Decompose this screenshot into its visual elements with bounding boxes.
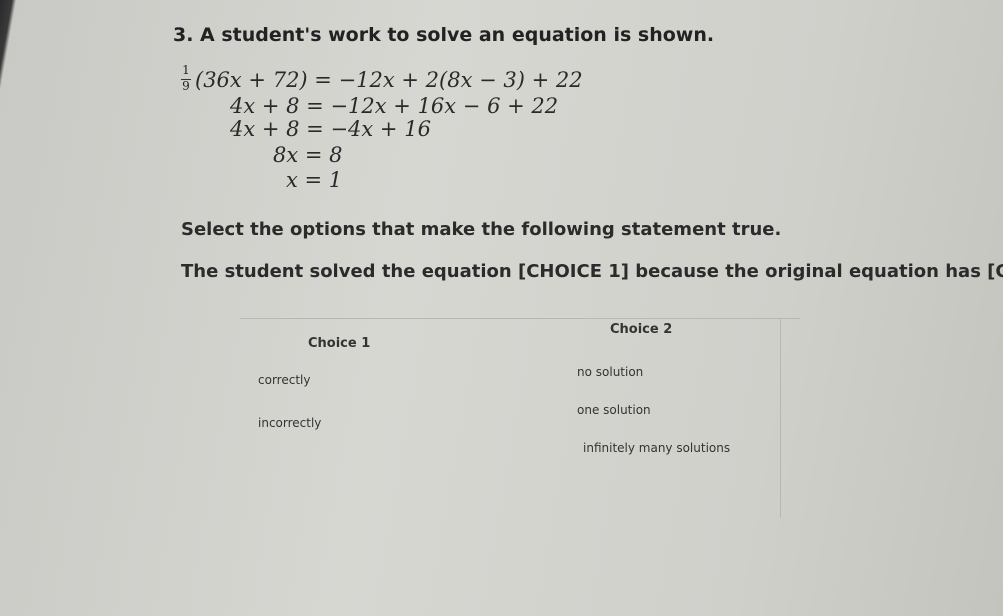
equation-line: 4x + 8 = −12x + 16x − 6 + 22	[230, 94, 559, 118]
fraction-numerator: 1	[182, 63, 190, 77]
question-title: 3. A student's work to solve an equation…	[173, 24, 715, 46]
equation-line: x = 1	[286, 168, 343, 192]
fraction-denominator: 9	[182, 79, 190, 93]
equation-line: 4x + 8 = −4x + 16	[230, 117, 431, 141]
choice-option[interactable]: infinitely many solutions	[583, 441, 731, 455]
choice-label: Choice 1	[308, 336, 371, 351]
choice-option[interactable]: no solution	[577, 365, 644, 379]
fraction-bar	[181, 79, 191, 80]
divider	[780, 318, 781, 518]
instruction: Select the options that make the followi…	[181, 219, 782, 240]
choice-option[interactable]: one solution	[577, 403, 651, 417]
divider	[240, 318, 800, 319]
choice-option[interactable]: correctly	[258, 373, 311, 387]
equation-line: 8x = 8	[273, 143, 343, 167]
choice-label: Choice 2	[610, 322, 673, 337]
equation-line: (36x + 72) = −12x + 2(8x − 3) + 22	[195, 68, 583, 92]
statement: The student solved the equation [CHOICE …	[181, 261, 1003, 282]
choice-option[interactable]: incorrectly	[258, 416, 322, 430]
